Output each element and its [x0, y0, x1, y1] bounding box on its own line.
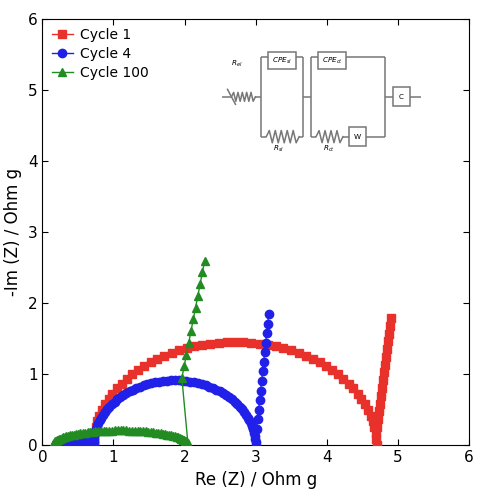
Line: Cycle 100: Cycle 100	[49, 256, 209, 450]
Cycle 1	[141, 363, 147, 369]
Cycle 100	[51, 440, 57, 446]
Cycle 100	[50, 442, 56, 448]
Cycle 4	[156, 378, 162, 384]
X-axis label: Re (Z) / Ohm g: Re (Z) / Ohm g	[195, 470, 317, 488]
Cycle 4	[266, 312, 272, 318]
Line: Cycle 4: Cycle 4	[58, 310, 273, 450]
Cycle 1	[90, 442, 96, 448]
Cycle 1	[224, 339, 229, 345]
Legend: Cycle 1, Cycle 4, Cycle 100: Cycle 1, Cycle 4, Cycle 100	[49, 26, 152, 83]
Cycle 100	[55, 436, 61, 442]
Cycle 1	[74, 438, 79, 444]
Cycle 100	[185, 441, 191, 447]
Cycle 4	[93, 426, 99, 432]
Cycle 1	[388, 315, 394, 321]
Y-axis label: -Im (Z) / Ohm g: -Im (Z) / Ohm g	[4, 168, 22, 296]
Cycle 4	[168, 378, 174, 384]
Cycle 4	[59, 442, 65, 448]
Cycle 4	[247, 418, 252, 424]
Cycle 4	[91, 436, 97, 442]
Cycle 100	[50, 441, 56, 447]
Cycle 100	[129, 428, 135, 434]
Cycle 1	[379, 393, 384, 399]
Cycle 4	[98, 414, 104, 420]
Cycle 1	[59, 442, 65, 448]
Line: Cycle 1: Cycle 1	[58, 314, 395, 450]
Cycle 100	[202, 258, 207, 264]
Cycle 100	[180, 436, 186, 442]
Cycle 1	[79, 438, 85, 444]
